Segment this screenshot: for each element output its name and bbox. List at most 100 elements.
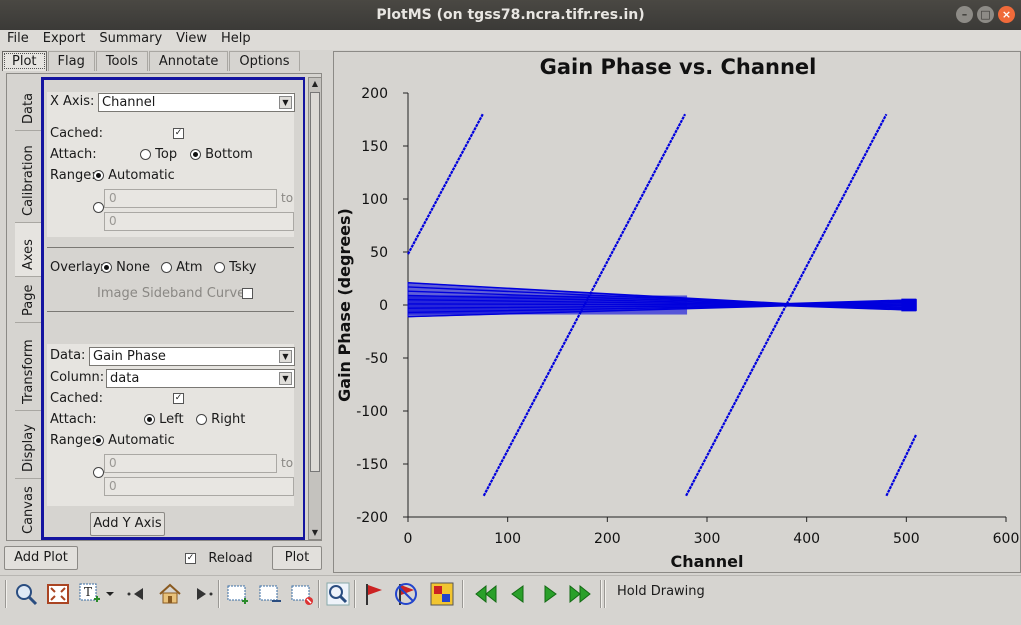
panel-scrollbar[interactable]: ▲ ▼ xyxy=(308,77,322,540)
flag-extension-icon[interactable] xyxy=(429,581,455,607)
phase-band-core xyxy=(408,295,688,315)
y-tick-label: 50 xyxy=(370,245,388,261)
scroll-down-icon[interactable]: ▼ xyxy=(311,528,319,537)
previous-page-icon[interactable] xyxy=(505,581,531,607)
x-cached-label: Cached: xyxy=(50,126,104,141)
attach-bottom-radio[interactable]: Bottom xyxy=(190,147,253,162)
menu-help[interactable]: Help xyxy=(221,31,251,46)
side-tab-display[interactable]: Display xyxy=(15,411,41,479)
tab-plot[interactable]: Plot xyxy=(2,51,47,71)
attach-left-radio[interactable]: Left xyxy=(144,412,184,427)
minimize-icon[interactable]: – xyxy=(956,6,973,23)
add-plot-button[interactable]: Add Plot xyxy=(4,546,78,570)
mark-region-icon[interactable] xyxy=(225,581,251,607)
unflag-icon[interactable] xyxy=(393,581,419,607)
attach-top-label: Top xyxy=(155,147,178,162)
y-range-label: Range: xyxy=(50,433,96,448)
phase-wrap-line xyxy=(482,113,687,497)
y-range-automatic-radio[interactable]: Automatic xyxy=(93,433,175,448)
y-cached-label: Cached: xyxy=(50,391,104,406)
tab-options[interactable]: Options xyxy=(229,51,300,71)
plot-button[interactable]: Plot xyxy=(272,546,322,570)
left-panel: Plot Flag Tools Annotate Options Data Ca… xyxy=(2,51,328,573)
y-range-manual-radio[interactable] xyxy=(93,465,104,480)
hold-drawing-button[interactable]: Hold Drawing xyxy=(617,584,705,599)
home-icon[interactable] xyxy=(157,581,183,607)
divider xyxy=(47,311,294,312)
side-tab-calibration[interactable]: Calibration xyxy=(15,131,41,223)
flag-icon[interactable] xyxy=(361,581,387,607)
side-tab-transform[interactable]: Transform xyxy=(15,323,41,411)
tab-flag[interactable]: Flag xyxy=(47,51,95,71)
overlay-none-radio[interactable]: None xyxy=(101,260,150,275)
menu-export[interactable]: Export xyxy=(42,31,86,46)
menu-view[interactable]: View xyxy=(176,31,208,46)
x-range-min-field[interactable]: 0 xyxy=(104,189,277,208)
x-tick-label: 0 xyxy=(404,531,413,547)
phase-band-end xyxy=(901,298,917,312)
overlay-tsky-radio[interactable]: Tsky xyxy=(214,260,256,275)
check-icon: ✓ xyxy=(173,128,184,139)
side-tab-data-label: Data xyxy=(21,92,36,124)
x-range-manual-radio[interactable] xyxy=(93,200,104,215)
first-page-icon[interactable] xyxy=(473,581,499,607)
tab-annotate[interactable]: Annotate xyxy=(148,51,229,71)
y-column-select[interactable]: data ▼ xyxy=(106,369,295,388)
tab-tools[interactable]: Tools xyxy=(95,51,148,71)
menu-summary[interactable]: Summary xyxy=(99,31,163,46)
x-tick-label: 200 xyxy=(594,531,621,547)
x-tick-label: 500 xyxy=(893,531,920,547)
zoom-icon[interactable] xyxy=(13,581,39,607)
y-axis-group: Data: Gain Phase ▼ Column: data ▼ Cached… xyxy=(47,344,295,506)
x-range-max-field[interactable]: 0 xyxy=(104,212,294,231)
radio-icon xyxy=(214,262,225,273)
side-tab-display-label: Display xyxy=(21,424,36,472)
menu-file[interactable]: File xyxy=(7,31,29,46)
x-automatic-label: Automatic xyxy=(108,168,175,183)
add-y-axis-button[interactable]: Add Y Axis xyxy=(90,512,165,536)
attach-top-radio[interactable]: Top xyxy=(140,147,177,162)
plot-canvas[interactable]: Gain Phase vs. Channel Channel Gain Phas… xyxy=(333,51,1021,573)
x-axis-select[interactable]: Channel ▼ xyxy=(98,93,295,112)
top-tabs: Plot Flag Tools Annotate Options xyxy=(2,51,301,71)
x-cached-checkbox[interactable]: ✓ xyxy=(173,126,184,141)
y-cached-checkbox[interactable]: ✓ xyxy=(173,391,184,406)
maximize-icon[interactable]: □ xyxy=(977,6,994,23)
zoom-to-fit-icon[interactable] xyxy=(45,581,71,607)
side-tab-canvas[interactable]: Canvas xyxy=(15,479,41,540)
last-page-icon[interactable] xyxy=(567,581,593,607)
annotate-text-icon[interactable]: T xyxy=(77,581,103,607)
radio-checked-icon xyxy=(93,435,104,446)
next-page-icon[interactable] xyxy=(537,581,563,607)
image-sideband-checkbox[interactable] xyxy=(242,286,253,301)
scroll-up-icon[interactable]: ▲ xyxy=(311,79,319,88)
side-tab-data[interactable]: Data xyxy=(15,77,41,131)
x-range-automatic-radio[interactable]: Automatic xyxy=(93,168,175,183)
x-range-to-label: to xyxy=(281,191,294,205)
locate-icon[interactable] xyxy=(325,581,351,607)
y-data-select[interactable]: Gain Phase ▼ xyxy=(89,347,295,366)
chevron-down-icon[interactable] xyxy=(103,581,117,607)
radio-checked-icon xyxy=(190,149,201,160)
clear-regions-icon[interactable] xyxy=(289,581,315,607)
close-icon[interactable]: × xyxy=(998,6,1015,23)
reload-checkbox[interactable]: ✓ Reload xyxy=(185,551,253,566)
y-range-min-field[interactable]: 0 xyxy=(104,454,277,473)
y-range-max-field[interactable]: 0 xyxy=(104,477,294,496)
side-tab-transform-label: Transform xyxy=(21,339,36,404)
x-axis-group: X Axis: Channel ▼ Cached: ✓ Attach: Top … xyxy=(47,92,295,237)
side-tab-axes[interactable]: Axes xyxy=(15,223,41,277)
scrollbar-thumb[interactable] xyxy=(310,92,320,472)
pan-right-icon[interactable] xyxy=(189,581,215,607)
subtract-region-icon[interactable] xyxy=(257,581,283,607)
radio-icon xyxy=(140,149,151,160)
side-tab-canvas-label: Canvas xyxy=(21,486,36,534)
pan-left-icon[interactable] xyxy=(125,581,151,607)
attach-right-radio[interactable]: Right xyxy=(196,412,245,427)
side-tab-page[interactable]: Page xyxy=(15,277,41,323)
window-title-bar: PlotMS (on tgss78.ncra.tifr.res.in) – □ … xyxy=(0,0,1021,30)
chevron-down-icon: ▼ xyxy=(279,372,292,385)
y-data-label: Data: xyxy=(50,348,86,363)
overlay-atm-radio[interactable]: Atm xyxy=(161,260,203,275)
y-column-label: Column: xyxy=(50,370,105,385)
